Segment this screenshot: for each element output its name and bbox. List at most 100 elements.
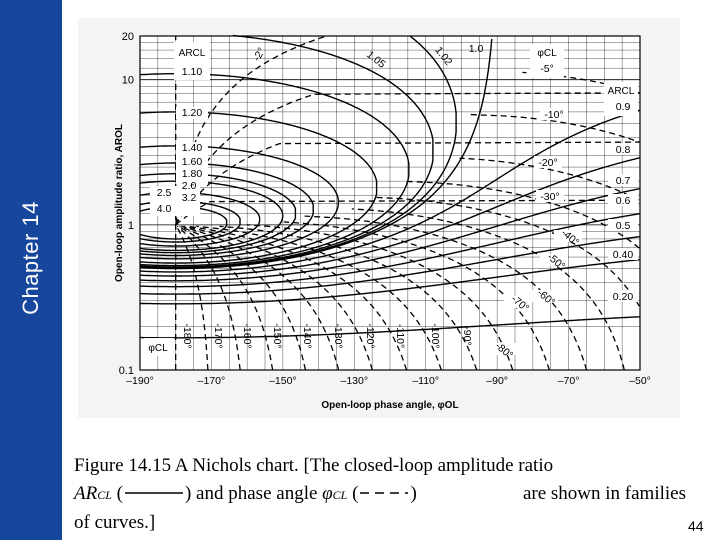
- phi-cl-curve: [247, 224, 514, 371]
- label-background: [608, 219, 638, 231]
- phi-cl-label-bottom: -140°: [301, 323, 313, 348]
- ar-cl-label: 1.80: [182, 168, 203, 180]
- label-background: [608, 100, 638, 112]
- phi-cl-curve: [179, 225, 307, 371]
- caption-line-1: Figure 14.15 A Nichols chart. [The close…: [74, 455, 554, 476]
- phi-cl-label-bottom: -130°: [332, 323, 344, 348]
- ar-cl-label-right: 0.5: [616, 220, 631, 232]
- ar-cl-label: 2.5: [157, 187, 172, 199]
- phi-cl-curve: [178, 225, 274, 371]
- phi-cl-curve: [187, 225, 408, 371]
- label-background: [608, 174, 638, 186]
- label-background: [608, 248, 638, 260]
- ar-cl-curve: [140, 235, 641, 295]
- phi-symbol: φ: [322, 483, 333, 504]
- solid-line-sample: [124, 491, 183, 494]
- phi-cl-label-bottom: -160°: [241, 323, 253, 348]
- phi-cl-label-right: -30°: [540, 191, 559, 203]
- label-background: [533, 62, 561, 74]
- ar-cl-label-right: 0.8: [616, 144, 631, 156]
- x-tick-label: –170°: [198, 375, 226, 387]
- ar-cl-label: 1.60: [182, 156, 203, 168]
- label-background: [176, 107, 208, 119]
- y-tick-label: 10: [122, 75, 134, 87]
- label-background: [608, 194, 638, 206]
- ar-cl-curve: [139, 34, 434, 268]
- x-tick-label: –50°: [629, 375, 651, 387]
- ar-cl-label-right: 0.40: [613, 249, 634, 261]
- phi-subscript: CL: [332, 488, 348, 502]
- label-background: [150, 186, 200, 216]
- phi-cl-label-right: -5°: [540, 63, 554, 75]
- y-axis-label: Open-loop amplitude ratio, AROL: [114, 124, 125, 282]
- ar-cl-label-right: 0.7: [616, 175, 631, 187]
- phi-cl-label-right: -10°: [544, 109, 563, 121]
- phi-cl-header: φCL: [537, 48, 557, 59]
- phi-cl-label-top: -2°: [251, 46, 268, 64]
- phi-cl-curve: [219, 225, 478, 371]
- label-background: [536, 190, 564, 202]
- ar-cl-label: 1.40: [182, 142, 203, 154]
- ar-cl-curve: [140, 187, 641, 282]
- phi-cl-curve: [176, 226, 209, 371]
- y-tick-label: 0.1: [119, 365, 134, 377]
- ar-cl-label: 2.0: [182, 180, 197, 192]
- figure-caption: Figure 14.15 A Nichols chart. [The close…: [74, 452, 686, 537]
- phi-cl-label-bottom: -100°: [429, 323, 441, 348]
- y-tick-label: 20: [122, 31, 134, 43]
- phi-cl-curve: [175, 157, 639, 226]
- phi-cl-curve: [304, 215, 588, 371]
- label-background: [488, 343, 516, 355]
- x-tick-label: –190°: [126, 375, 154, 387]
- sidebar-band: Chapter 14: [0, 0, 62, 540]
- ar-cl-curve: [140, 213, 641, 288]
- phi-cl-label-bottom: -150°: [271, 323, 283, 348]
- phi-cl-label-bottom: -120°: [364, 323, 376, 348]
- label-background: [530, 290, 558, 302]
- phi-cl-label-bottom: -90°: [461, 326, 473, 345]
- ar-cl-label: 4.0: [157, 203, 172, 215]
- open-paren: (: [116, 483, 123, 504]
- ar-cl-curve: [140, 109, 641, 273]
- x-tick-label: –110°: [412, 375, 439, 387]
- ar-symbol: AR: [74, 483, 98, 504]
- ar-cl-curve: [139, 35, 457, 269]
- ar-cl-label-top: 1.0: [469, 43, 484, 55]
- phi-cl-header-bottom: φCL: [148, 343, 168, 354]
- ar-cl-header-right: ARCL: [608, 86, 635, 97]
- nichols-chart: ARCL 1.10 1.20 1.40 1.601.802.0 2.5 3.2 4.0 ARCL…: [114, 31, 651, 411]
- label-background: [504, 296, 532, 308]
- phi-cl-label-bottom: -180°: [181, 323, 193, 348]
- ar-subscript: CL: [97, 488, 112, 502]
- phi-cl-curve: [373, 196, 640, 307]
- caption-line-2: ARCL () and phase angle φCL () are shown…: [74, 480, 686, 509]
- ar-cl-curve: [139, 111, 378, 264]
- label-background: [144, 338, 174, 356]
- x-tick-label: –130°: [341, 375, 369, 387]
- x-tick-label: –150°: [269, 375, 297, 387]
- phi-cl-label-bottom: -170°: [212, 323, 224, 348]
- ar-cl-label: 1.20: [182, 107, 203, 119]
- ar-cl-label: 3.2: [182, 192, 197, 204]
- nichols-chart-figure: ARCL 1.10 1.20 1.40 1.60 1.80 2.0 2.5 3.2 4.0 ARCL…: [78, 18, 680, 418]
- caption-line-2-end: are shown in families: [522, 483, 686, 504]
- y-tick-label: 1: [128, 220, 134, 232]
- label-background: [540, 254, 568, 266]
- caption-line-3: of curves.]: [74, 512, 156, 533]
- phi-cl-curve: [181, 225, 340, 371]
- and-phase-angle-text: ) and phase angle: [184, 483, 318, 504]
- x-tick-label: –70°: [558, 375, 580, 387]
- phi-cl-curve: [176, 225, 241, 371]
- ar-cl-label: 1.10: [182, 66, 203, 78]
- phi-cl-curve: [196, 225, 442, 371]
- phi-cl-curve: [404, 180, 640, 249]
- x-axis-label: Open-loop phase angle, φOL: [321, 400, 458, 411]
- x-tick-label: –90°: [486, 375, 508, 387]
- dashed-line-sample: [360, 491, 409, 494]
- label-background: [540, 108, 568, 120]
- label-background: [554, 230, 582, 242]
- label-background: [608, 143, 638, 155]
- phi-cl-curve: [351, 208, 625, 371]
- label-background: [534, 156, 562, 168]
- label-background: [608, 290, 638, 302]
